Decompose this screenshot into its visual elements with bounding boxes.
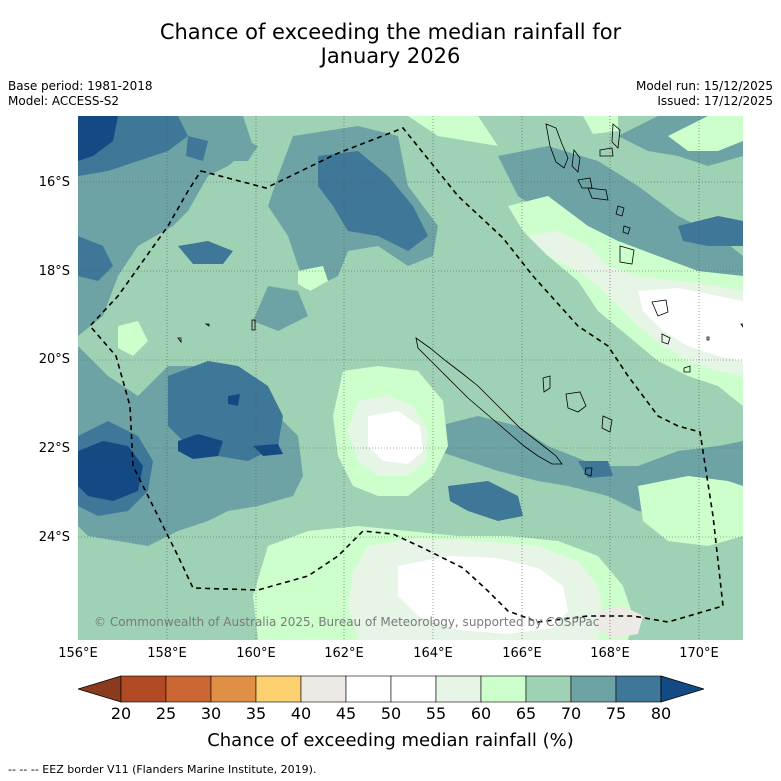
title-line-1: Chance of exceeding the median rainfall …: [159, 20, 622, 44]
lat-label-18s: 18°S: [38, 264, 70, 279]
lat-label-24s: 24°S: [38, 530, 70, 545]
colorbar-segment-35-40: [255, 675, 302, 703]
lon-label-160e: 160°E: [236, 646, 276, 661]
colorbar-label: 40: [290, 704, 312, 723]
lat-label-22s: 22°S: [38, 441, 70, 456]
colorbar-label: 20: [110, 704, 132, 723]
model-run-text: Model run: 15/12/2025: [635, 79, 773, 93]
loyalty-islands: [542, 375, 613, 477]
map-title: Chance of exceeding the median rainfall …: [0, 20, 781, 68]
lat-label-20s: 20°S: [38, 352, 70, 367]
colorbar-segment-75-80: [615, 675, 662, 703]
colorbar-label: 25: [155, 704, 177, 723]
colorbar-label: 75: [605, 704, 627, 723]
colorbar-label: 55: [425, 704, 447, 723]
model-text: Model: ACCESS-S2: [8, 94, 120, 108]
vanuatu-islands: [545, 123, 691, 373]
title-line-2: January 2026: [320, 44, 461, 68]
lon-label-168e: 168°E: [590, 646, 630, 661]
lon-label-166e: 166°E: [502, 646, 542, 661]
colorbar-segment-60-65: [480, 675, 527, 703]
band-50-55: [368, 288, 743, 634]
colorbar-segment-65-70: [525, 675, 572, 703]
colorbar-title: Chance of exceeding median rainfall (%): [207, 730, 574, 751]
colorbar-segment-70-75: [570, 675, 617, 703]
band-45-50: [596, 606, 643, 638]
colorbar-label: 80: [650, 704, 672, 723]
colorbar-label: 35: [245, 704, 267, 723]
colorbar-upper-extend: [660, 675, 704, 703]
new-caledonia-coastline: [415, 337, 563, 465]
colorbar-label: 50: [380, 704, 402, 723]
lat-label-16s: 16°S: [38, 175, 70, 190]
graticule: [78, 116, 743, 640]
lon-label-158e: 158°E: [147, 646, 187, 661]
colorbar-label: 45: [335, 704, 357, 723]
colorbar-segment-30-35: [210, 675, 257, 703]
colorbar-lower-extend: [78, 675, 122, 703]
eez-footnote: -- -- -- EEZ border V11 (Flanders Marine…: [8, 763, 317, 776]
colorbar-segment-25-30: [165, 675, 212, 703]
colorbar-label: 65: [515, 704, 537, 723]
colorbar: [78, 675, 704, 703]
band-80-plus: [78, 116, 283, 501]
colorbar-label: 30: [200, 704, 222, 723]
lon-label-162e: 162°E: [324, 646, 364, 661]
copyright-text: © Commonwealth of Australia 2025, Bureau…: [94, 615, 599, 629]
forecast-map: © Commonwealth of Australia 2025, Bureau…: [78, 116, 743, 640]
map-svg: © Commonwealth of Australia 2025, Bureau…: [78, 116, 743, 640]
colorbar-segment-55-60: [435, 675, 482, 703]
colorbar-segment-45-50: [345, 675, 392, 703]
meta-left: Base period: 1981-2018 Model: ACCESS-S2: [8, 79, 153, 109]
meta-right: Model run: 15/12/2025 Issued: 17/12/2025: [636, 79, 773, 109]
lon-label-156e: 156°E: [58, 646, 98, 661]
colorbar-segment-50-55: [390, 675, 437, 703]
colorbar-label: 70: [560, 704, 582, 723]
colorbar-label: 60: [470, 704, 492, 723]
colorbar-segment-20-25: [120, 675, 167, 703]
small-islands: [177, 319, 743, 344]
base-period-text: Base period: 1981-2018: [8, 79, 153, 93]
lon-label-170e: 170°E: [679, 646, 719, 661]
lon-label-164e: 164°E: [413, 646, 453, 661]
issued-text: Issued: 17/12/2025: [657, 94, 773, 108]
colorbar-segment-40-45: [300, 675, 347, 703]
